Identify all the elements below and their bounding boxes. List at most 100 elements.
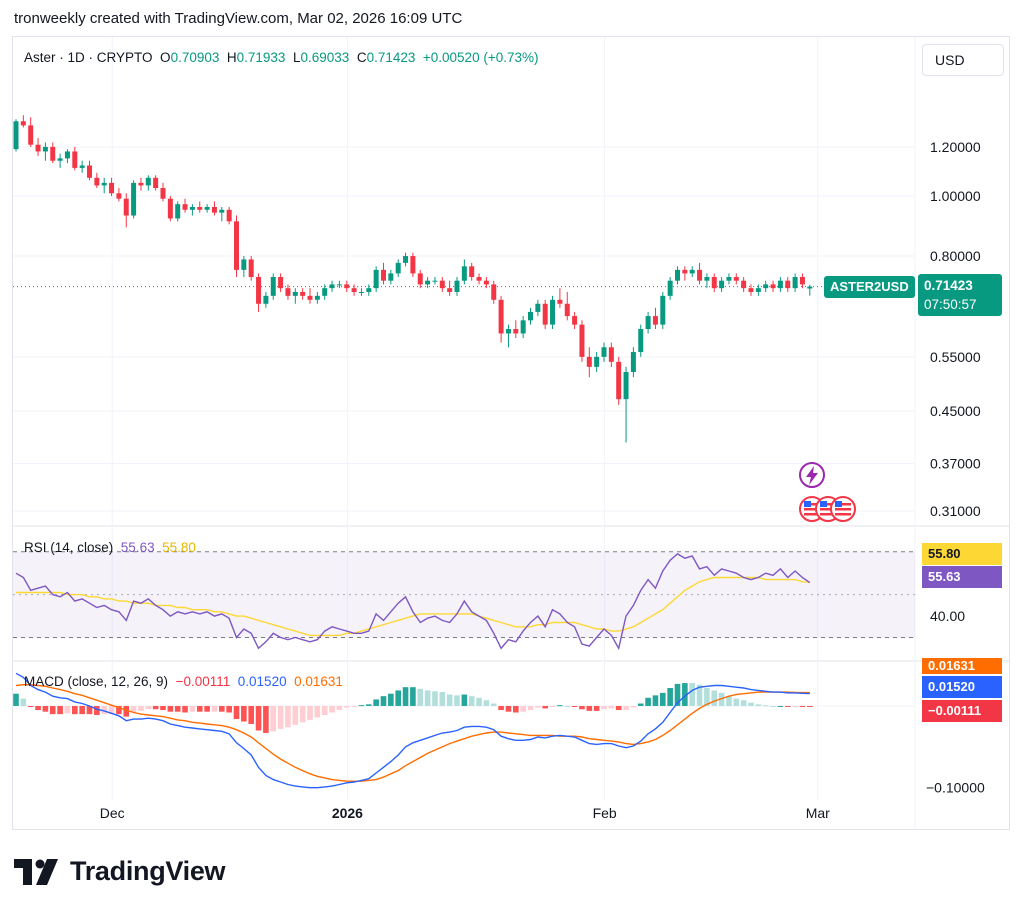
macd-histogram-bar — [27, 705, 34, 707]
macd-histogram-bar — [490, 703, 497, 706]
macd-histogram-bar — [439, 692, 446, 706]
macd-histogram-bar — [182, 705, 188, 713]
close-value: 0.71423 — [366, 50, 416, 65]
macd-histogram-bar — [520, 705, 526, 712]
candle-body — [50, 146, 56, 161]
candle-body — [623, 371, 629, 400]
macd-hist-legend-value: −0.00111 — [175, 674, 231, 689]
macd-histogram-bar — [130, 705, 137, 713]
candle-body — [777, 280, 783, 289]
open-value: 0.70903 — [170, 50, 220, 65]
rsi-legend: RSI (14, close) 55.63 55.80 — [24, 540, 196, 555]
candle-body — [572, 316, 578, 325]
macd-histogram-bar — [564, 705, 571, 707]
us-flag-icon — [835, 513, 851, 516]
macd-histogram-bar — [64, 705, 71, 714]
us-flag-icon — [835, 503, 851, 506]
macd-histogram-bar — [432, 691, 438, 706]
candle-body — [410, 256, 416, 274]
candle-body — [550, 299, 556, 325]
candle-body — [189, 206, 195, 210]
candle-body — [792, 277, 798, 289]
candle-body — [175, 204, 181, 219]
macd-legend: MACD (close, 12, 26, 9) −0.00111 0.01520… — [24, 674, 343, 689]
macd-series — [13, 672, 915, 789]
brand-name: TradingView — [70, 856, 226, 886]
rsi-line — [15, 553, 811, 651]
candle-body — [219, 209, 225, 213]
last-price-value: 0.71423 — [924, 278, 973, 293]
candle-body — [719, 280, 725, 289]
rsi-axis-label: 40.00 — [930, 608, 965, 624]
macd-histogram-bar — [645, 697, 651, 706]
candle-body — [241, 259, 247, 270]
candle-body — [131, 182, 137, 216]
macd-histogram-bar — [329, 705, 335, 713]
macd-histogram-bar — [733, 698, 740, 706]
us-flag-icon — [820, 501, 827, 507]
macd-histogram-bar — [366, 704, 372, 706]
us-flag-icon — [820, 503, 836, 506]
tradingview-logo-icon — [14, 858, 58, 885]
candle-body — [594, 356, 600, 367]
candle-body — [256, 277, 262, 304]
candle-body — [528, 311, 533, 321]
macd-histogram-bar — [696, 684, 703, 706]
macd-histogram-bar — [498, 705, 504, 711]
tradingview-logo: TradingView — [14, 856, 226, 887]
us-flag-icon — [835, 501, 842, 507]
candle-body — [211, 206, 217, 213]
candle-body — [579, 324, 585, 357]
candle-body — [660, 295, 666, 325]
us-flag-icon — [804, 513, 820, 516]
candle-body — [542, 303, 548, 325]
macd-histogram-bar — [718, 692, 725, 706]
macd-histogram-bar — [667, 687, 673, 706]
candle-body — [697, 269, 703, 281]
high-label: H — [226, 50, 237, 65]
macd-histogram-bar — [468, 696, 475, 706]
close-label: C — [356, 50, 367, 65]
macd-histogram-bar — [351, 705, 357, 707]
rsi-legend-name: RSI (14, close) — [24, 540, 114, 555]
candle-body — [234, 221, 239, 270]
candle-body — [616, 361, 622, 400]
low-label: L — [292, 50, 301, 65]
macd-histogram-bar — [35, 705, 41, 711]
event-markers — [799, 462, 856, 522]
time-axis-label: Dec — [100, 805, 125, 821]
candle-body — [300, 291, 306, 296]
candle-body — [564, 303, 570, 317]
candle-body — [329, 284, 335, 289]
macd-histogram-bar — [388, 693, 394, 706]
candle-body — [79, 165, 85, 168]
macd-histogram-bar — [542, 705, 548, 709]
macd-histogram-bar — [755, 704, 762, 706]
macd-histogram-bar — [79, 705, 85, 715]
price-axis-label: 1.00000 — [930, 188, 981, 204]
macd-histogram-bar — [461, 694, 468, 706]
candle-body — [13, 121, 19, 150]
macd-histogram-bar — [226, 705, 232, 713]
axis-labels: 1.20000 1.00000 0.80000 0.55000 0.45000 0.370… — [100, 139, 985, 821]
macd-histogram-bar — [307, 705, 313, 720]
macd-histogram-bar — [13, 693, 19, 706]
macd-histogram-bar — [123, 705, 130, 717]
currency-button[interactable]: USD — [922, 44, 1004, 76]
macd-histogram-bar — [505, 705, 512, 712]
macd-histogram-bar — [571, 705, 578, 707]
macd-histogram-bar — [292, 705, 299, 725]
macd-histogram-bar — [704, 687, 710, 706]
candle-body — [682, 269, 688, 274]
candle-body — [197, 206, 203, 210]
candle-body — [116, 193, 122, 199]
candle-body — [689, 269, 695, 274]
symbol-legend: Aster · 1D · CRYPTO O0.70903 H0.71933 L0… — [24, 50, 538, 65]
macd-histogram-bar — [233, 705, 240, 720]
candle-body — [138, 182, 144, 186]
time-axis-label: Mar — [806, 805, 830, 821]
us-flag-icon — [820, 513, 836, 516]
candle-body — [645, 316, 651, 330]
macd-histogram-bar — [314, 705, 321, 718]
